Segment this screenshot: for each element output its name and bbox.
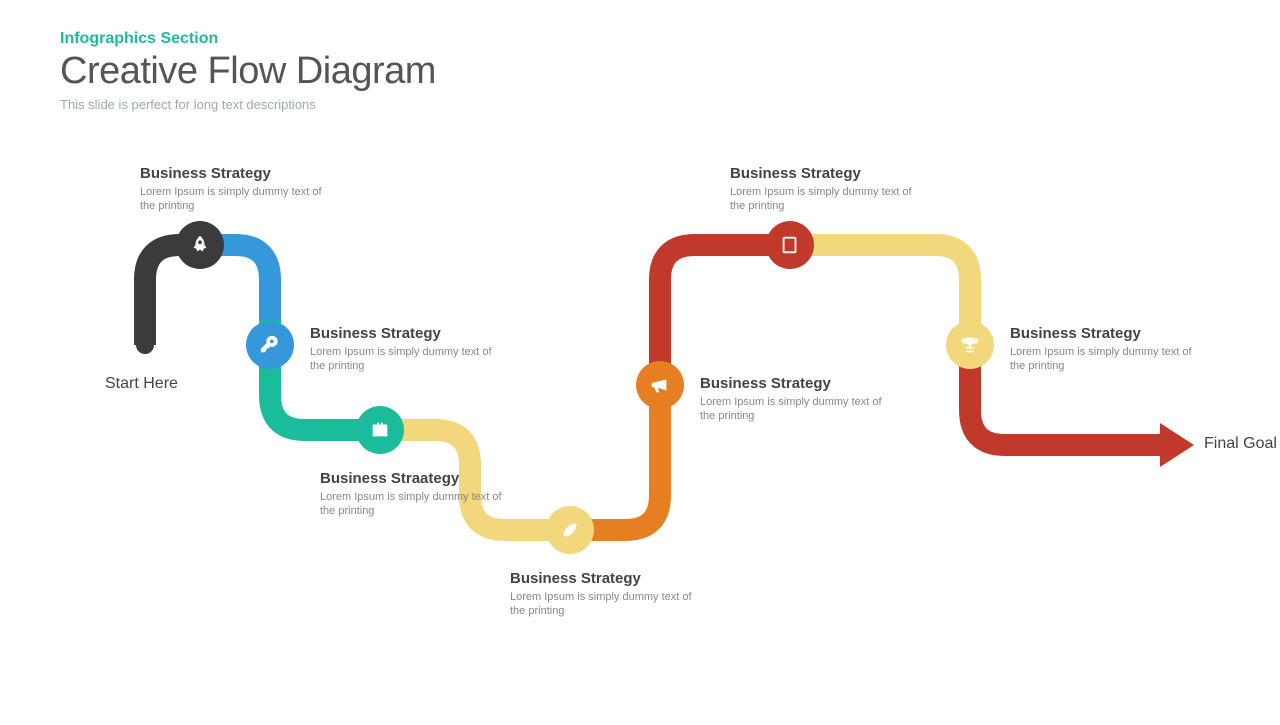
- flow-node-n7: [946, 321, 994, 369]
- node-title: Business Strategy: [310, 325, 500, 343]
- key-icon: [259, 334, 281, 356]
- node-title: Business Strategy: [510, 570, 700, 588]
- flow-node-n6: [766, 221, 814, 269]
- start-dot: [136, 336, 154, 354]
- node-label-n5: Business Strategy Lorem Ipsum is simply d…: [700, 375, 890, 424]
- node-desc: Lorem Ipsum is simply dummy text of the …: [730, 185, 920, 214]
- node-desc: Lorem Ipsum is simply dummy text of the …: [140, 185, 330, 214]
- flow-segment: [570, 385, 660, 530]
- flow-node-n5: [636, 361, 684, 409]
- flow-segment: [660, 245, 790, 385]
- megaphone-icon: [649, 374, 671, 396]
- node-title: Business Strategy: [140, 165, 330, 183]
- node-desc: Lorem Ipsum is simply dummy text of the …: [1010, 345, 1200, 374]
- flow-node-n3: [356, 406, 404, 454]
- node-title: Business Strategy: [1010, 325, 1200, 343]
- node-label-n1: Business Strategy Lorem Ipsum is simply d…: [140, 165, 330, 214]
- arrowhead-icon: [1160, 423, 1194, 467]
- flow-node-n2: [246, 321, 294, 369]
- node-desc: Lorem Ipsum is simply dummy text of the …: [510, 590, 700, 619]
- node-label-n3: Business Straategy Lorem Ipsum is simply …: [320, 470, 510, 519]
- trophy-icon: [959, 334, 981, 356]
- rocket-icon: [189, 234, 211, 256]
- flow-segment: [790, 245, 970, 345]
- node-label-n6: Business Strategy Lorem Ipsum is simply d…: [730, 165, 920, 214]
- start-label: Start Here: [105, 375, 178, 393]
- node-label-n4: Business Strategy Lorem Ipsum is simply d…: [510, 570, 700, 619]
- node-desc: Lorem Ipsum is simply dummy text of the …: [320, 490, 510, 519]
- node-desc: Lorem Ipsum is simply dummy text of the …: [700, 395, 890, 424]
- leaf-icon: [559, 519, 581, 541]
- end-label: Final Goal: [1204, 435, 1277, 453]
- book-icon: [779, 234, 801, 256]
- briefcase-icon: [369, 419, 391, 441]
- node-title: Business Straategy: [320, 470, 510, 488]
- node-desc: Lorem Ipsum is simply dummy text of the …: [310, 345, 500, 374]
- flow-node-n4: [546, 506, 594, 554]
- flow-node-n1: [176, 221, 224, 269]
- node-title: Business Strategy: [730, 165, 920, 183]
- node-label-n2: Business Strategy Lorem Ipsum is simply d…: [310, 325, 500, 374]
- node-label-n7: Business Strategy Lorem Ipsum is simply d…: [1010, 325, 1200, 374]
- node-title: Business Strategy: [700, 375, 890, 393]
